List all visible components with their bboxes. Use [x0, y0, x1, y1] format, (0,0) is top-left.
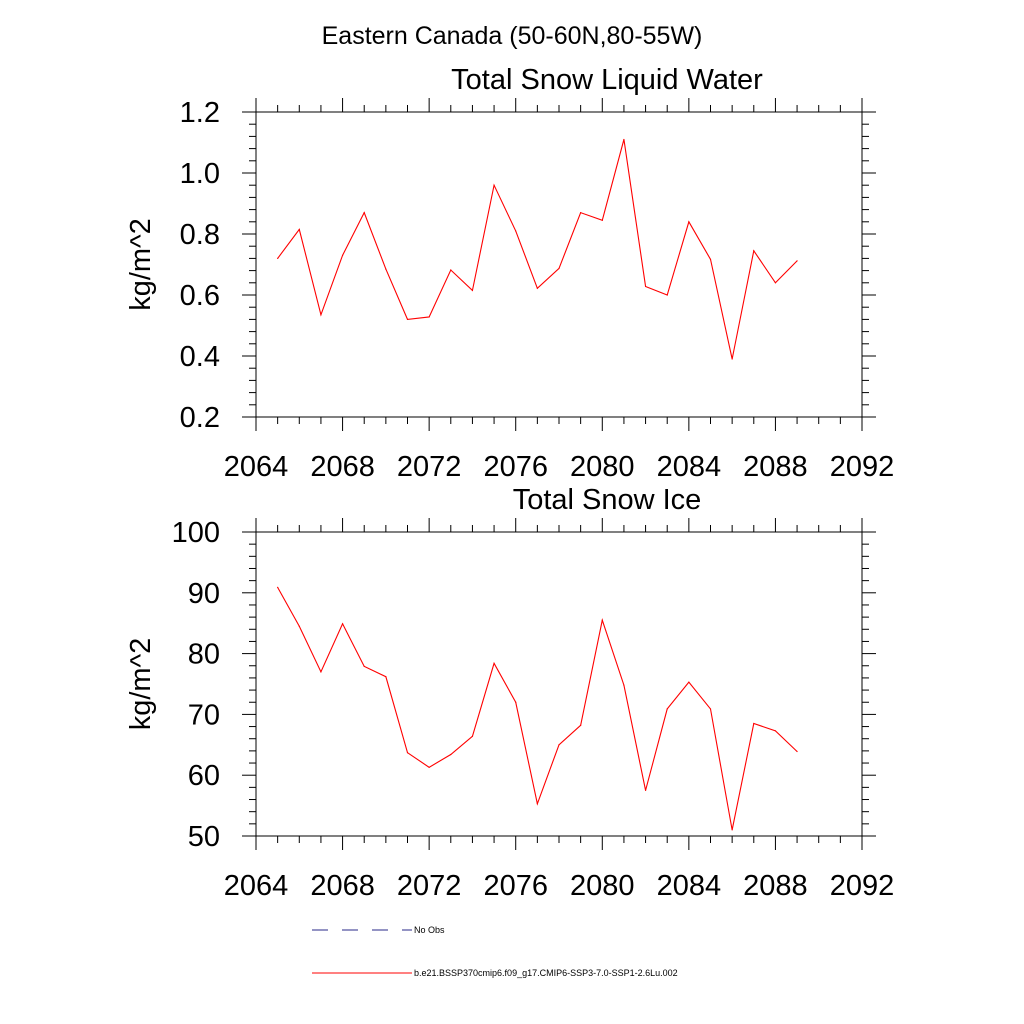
data-point — [644, 789, 647, 792]
x-tick-label: 2064 — [224, 870, 289, 902]
panel-snow-ice: Total Snow Ice kg/m^2 2064 2068 2072 2076 2080… — [125, 484, 894, 902]
legend-label-model-run: b.e21.BSSP370cmip6.f09_g17.CMIP6-SSP3-7.… — [414, 968, 678, 978]
data-point — [471, 289, 474, 292]
y-tick-label: 0.6 — [180, 280, 220, 312]
data-point — [406, 752, 409, 754]
data-point — [493, 662, 495, 664]
x-tick-label: 2064 — [224, 451, 289, 483]
x-tick-label: 2080 — [570, 870, 635, 902]
data-point — [428, 766, 430, 768]
data-point — [515, 230, 517, 232]
panel-title: Total Snow Liquid Water — [451, 64, 763, 96]
y-tick-label: 0.2 — [180, 402, 220, 434]
data-point — [601, 619, 603, 621]
x-tick-label: 2068 — [310, 451, 375, 483]
y-tick-label: 1.0 — [180, 158, 220, 190]
panel-title: Total Snow Ice — [513, 484, 702, 516]
data-point — [515, 701, 517, 703]
plot-frame — [255, 531, 863, 837]
data-point — [731, 358, 733, 360]
data-point — [277, 586, 279, 588]
panel-snow-liquid-water: Total Snow Liquid Water kg/m^2 2064 2068 207… — [125, 64, 894, 483]
data-point — [450, 753, 452, 756]
x-tick-label: 2092 — [830, 451, 895, 483]
data-point — [536, 287, 538, 289]
y-tick-label: 80 — [188, 639, 220, 671]
x-tick-label: 2088 — [743, 870, 808, 902]
data-point — [385, 268, 387, 270]
data-point — [493, 184, 495, 186]
y-tick-label: 70 — [188, 699, 220, 731]
x-tick-label: 2092 — [830, 870, 895, 902]
data-point — [558, 267, 560, 270]
x-tick-label: 2088 — [743, 451, 808, 483]
x-tick-label: 2072 — [397, 870, 462, 902]
data-point — [580, 212, 582, 214]
data-point — [753, 722, 755, 725]
y-tick-label: 100 — [172, 517, 220, 549]
data-point — [623, 684, 625, 686]
data-point — [298, 625, 300, 627]
y-tick-label: 0.8 — [180, 219, 220, 251]
x-tick-label: 2084 — [657, 451, 722, 483]
plot-frame — [255, 111, 863, 418]
data-point — [363, 212, 365, 214]
x-tick-label: 2068 — [310, 870, 375, 902]
x-tick-label: 2072 — [397, 451, 462, 483]
y-tick-label: 60 — [188, 760, 220, 792]
data-point — [753, 250, 755, 252]
series-line — [277, 139, 798, 360]
data-point — [709, 708, 712, 710]
series-line — [277, 587, 798, 831]
data-point — [558, 744, 560, 746]
page-title: Eastern Canada (50-60N,80-55W) — [322, 22, 703, 50]
data-point — [580, 724, 582, 726]
data-point — [666, 294, 668, 296]
x-tick-label: 2084 — [657, 870, 722, 902]
data-point — [796, 260, 798, 262]
data-point — [666, 708, 668, 710]
data-point — [471, 735, 474, 737]
y-tick-label: 50 — [188, 821, 220, 853]
legend: No Obs b.e21.BSSP370cmip6.f09_g17.CMIP6-… — [312, 925, 678, 978]
x-tick-label: 2080 — [570, 451, 635, 483]
legend-label-no-obs: No Obs — [414, 925, 445, 935]
data-point — [450, 269, 452, 271]
data-point — [363, 665, 365, 667]
data-point — [428, 316, 430, 318]
data-point — [644, 285, 647, 288]
x-tick-label: 2076 — [483, 870, 548, 902]
data-point — [320, 671, 322, 673]
data-point — [774, 730, 777, 732]
y-tick-label: 90 — [188, 578, 220, 610]
data-point — [688, 681, 690, 683]
data-point — [709, 258, 712, 260]
data-point — [536, 803, 538, 805]
data-point — [341, 254, 344, 256]
x-tick-label: 2076 — [483, 451, 548, 483]
data-point — [385, 676, 387, 678]
y-tick-label: 1.2 — [180, 97, 220, 129]
data-point — [406, 318, 409, 320]
data-point — [601, 219, 603, 221]
data-point — [341, 623, 344, 625]
y-axis-label: kg/m^2 — [125, 638, 157, 731]
y-tick-label: 0.4 — [180, 341, 220, 373]
data-point — [320, 314, 322, 316]
data-point — [774, 282, 777, 284]
data-point — [623, 138, 625, 141]
data-point — [298, 228, 300, 231]
data-point — [688, 221, 690, 223]
data-point — [731, 829, 733, 831]
data-point — [796, 750, 798, 753]
y-axis-label: kg/m^2 — [125, 218, 157, 311]
data-point — [277, 257, 279, 259]
